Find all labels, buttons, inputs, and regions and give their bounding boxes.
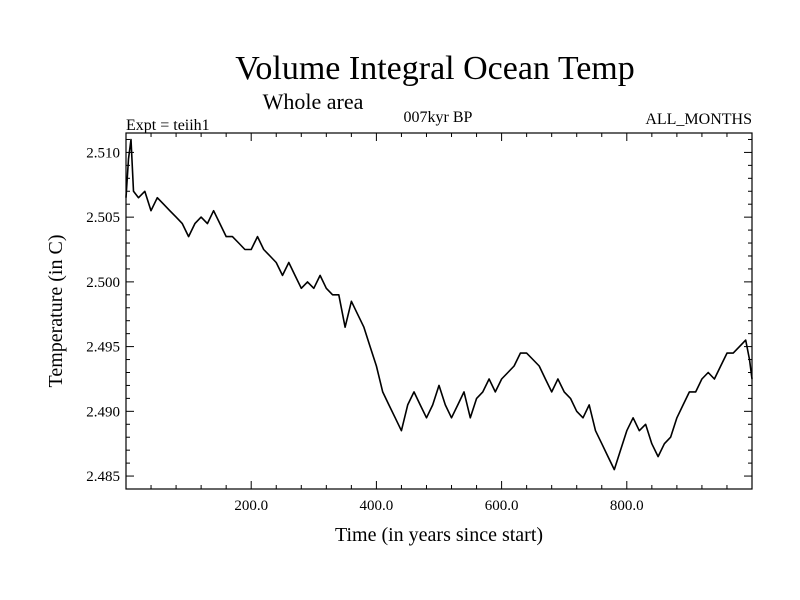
- period-label: 007kyr BP: [404, 109, 473, 126]
- experiment-label: Expt = teiih1: [126, 117, 210, 134]
- y-axis-label: Temperature (in C): [45, 235, 67, 388]
- y-tick-label: 2.490: [86, 404, 120, 420]
- y-axis-ticks: [126, 138, 752, 477]
- x-tick-label: 400.0: [360, 498, 394, 514]
- series-group: [125, 138, 753, 471]
- x-tick-label: 600.0: [485, 498, 519, 514]
- x-axis-ticks: [150, 133, 728, 489]
- x-tick-label: 800.0: [610, 498, 644, 514]
- temperature-series-line: [125, 138, 753, 471]
- chart-subtitle: Whole area: [263, 89, 364, 114]
- x-axis-tick-labels: 200.0 400.0 600.0 800.0: [234, 498, 643, 514]
- plot-frame: [125, 132, 753, 490]
- y-tick-label: 2.485: [86, 469, 120, 485]
- y-tick-label: 2.500: [86, 275, 120, 291]
- x-axis-label: Time (in years since start): [335, 524, 543, 546]
- y-tick-label: 2.510: [86, 145, 120, 161]
- y-tick-label: 2.505: [86, 210, 120, 226]
- x-tick-label: 200.0: [234, 498, 268, 514]
- y-tick-label: 2.495: [86, 340, 120, 356]
- y-axis-tick-labels: 2.485 2.490 2.495 2.500 2.505 2.510: [86, 145, 120, 485]
- months-label: ALL_MONTHS: [645, 111, 752, 128]
- chart-title: Volume Integral Ocean Temp: [235, 50, 635, 87]
